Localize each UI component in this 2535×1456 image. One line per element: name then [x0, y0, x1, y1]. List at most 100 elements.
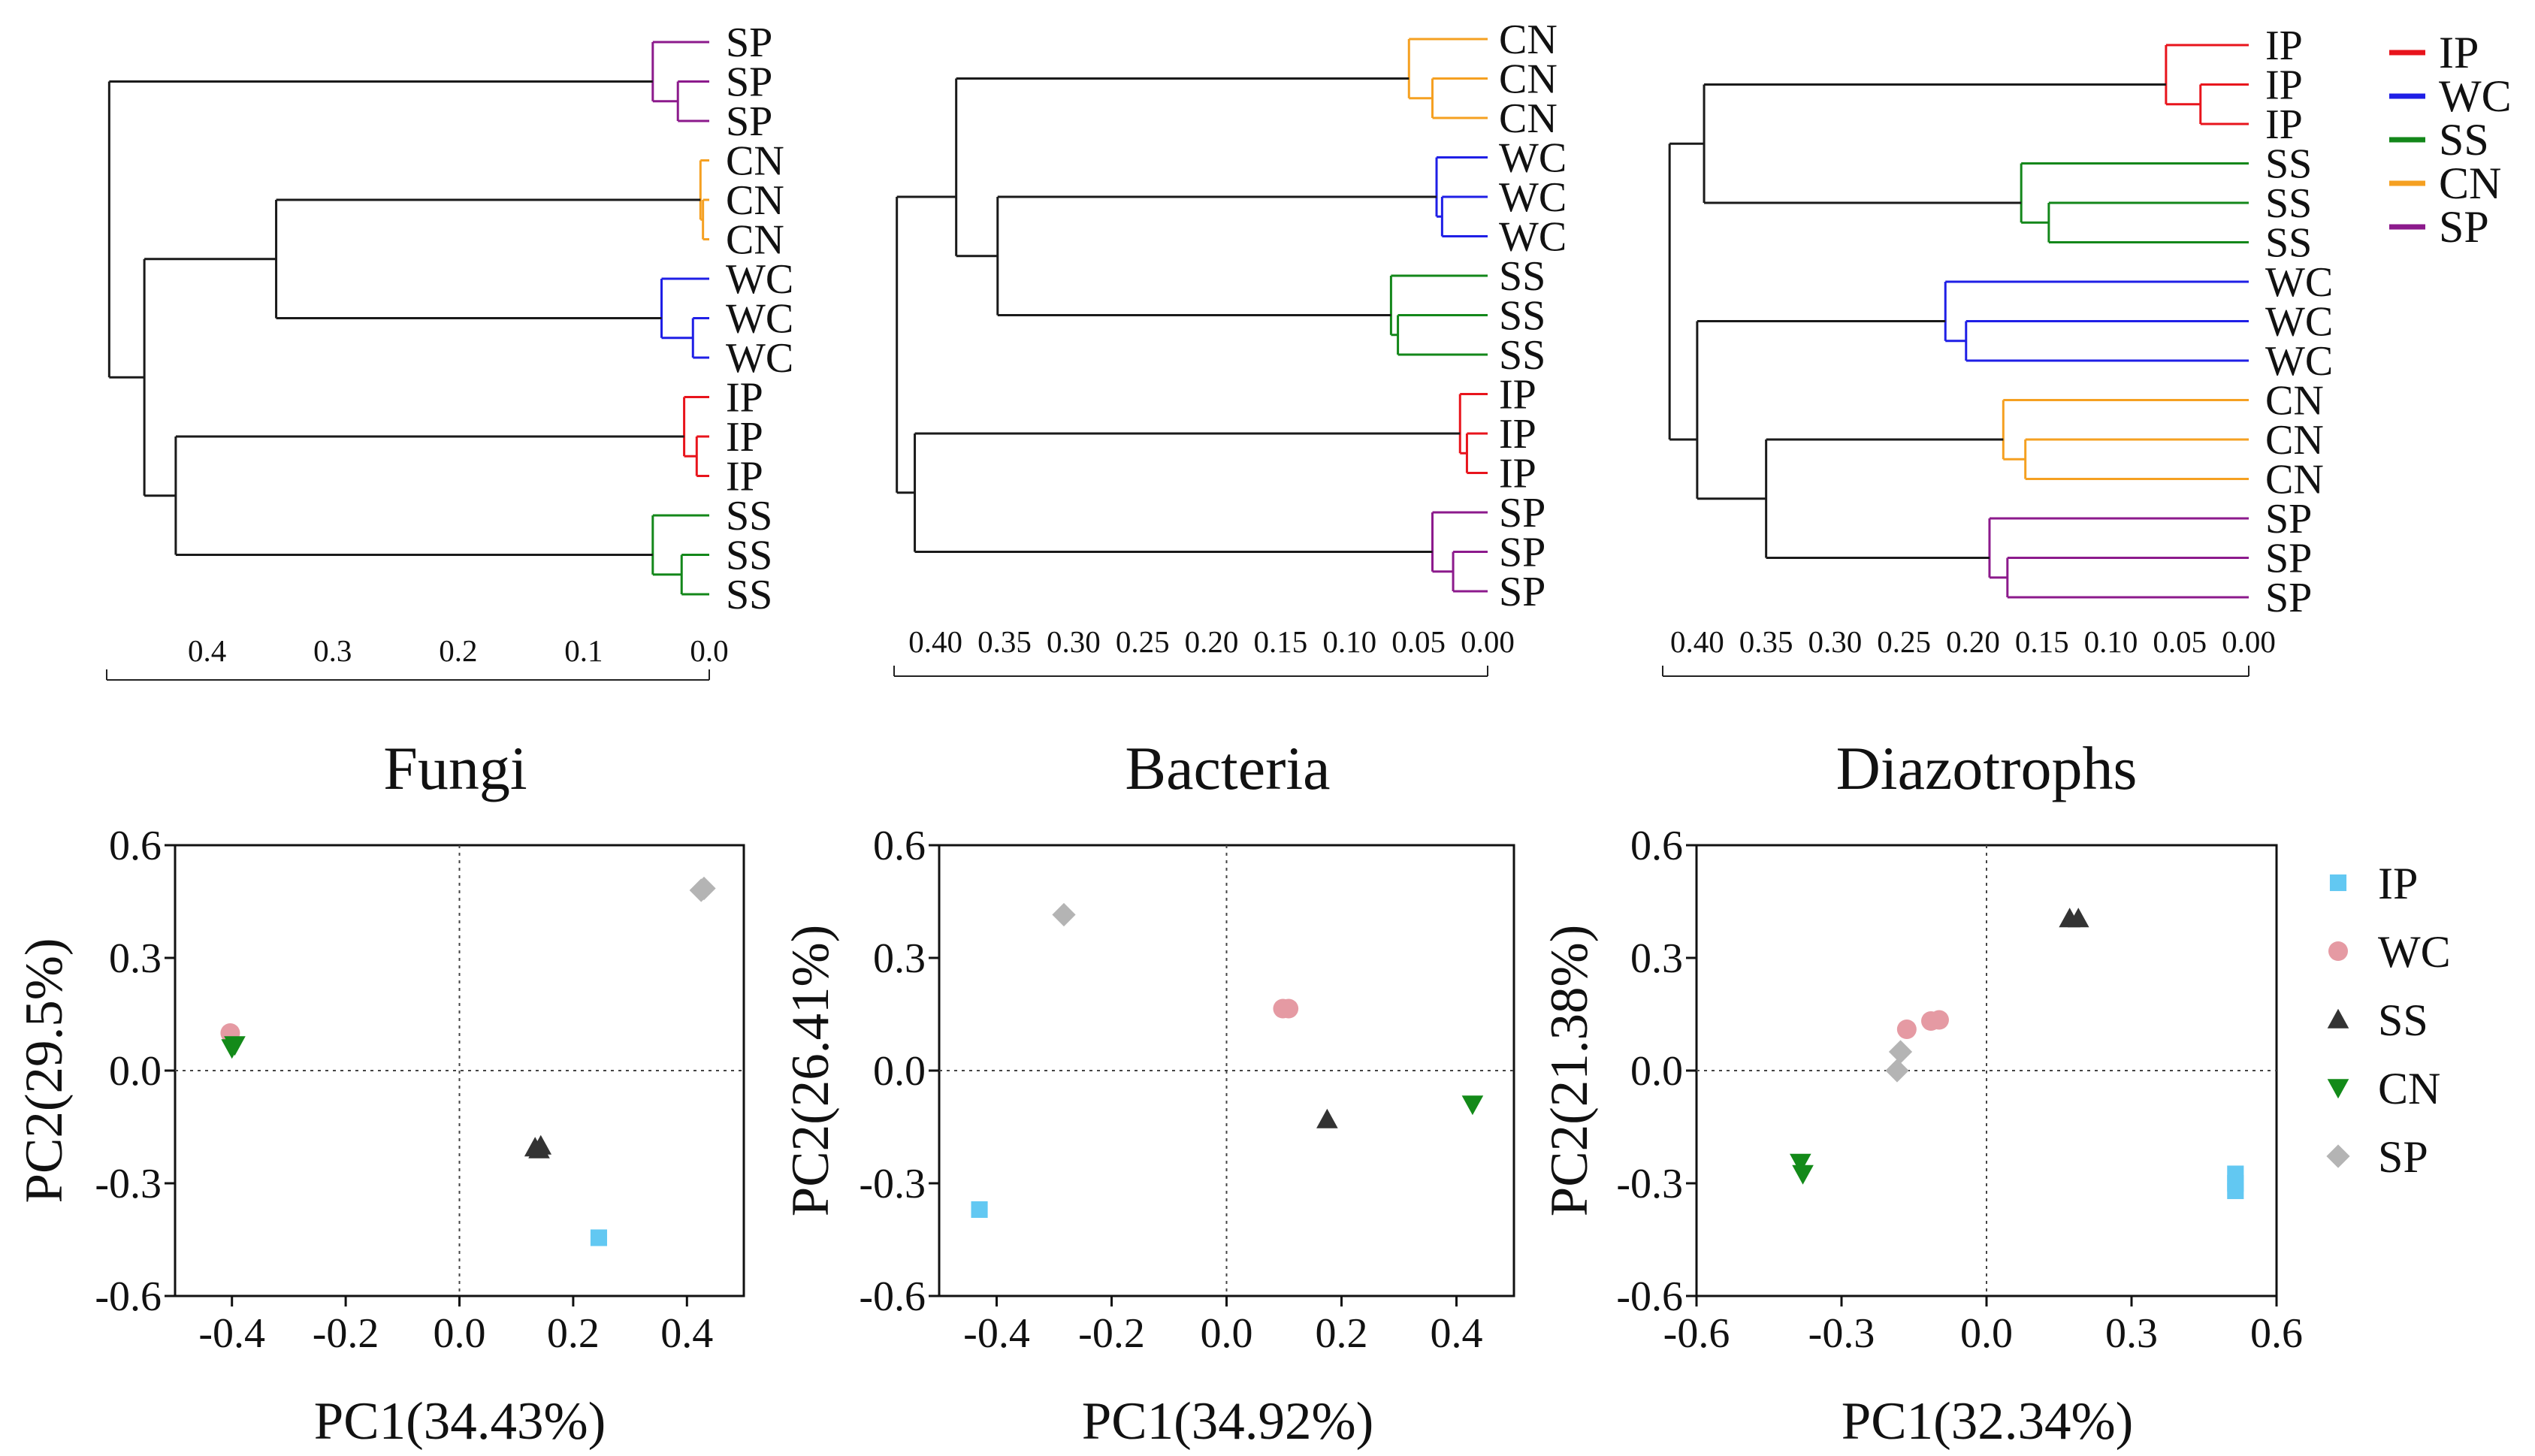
dendrogram-leaf-label: SS	[1499, 293, 1545, 340]
pcoa-scatter-fungi: -0.4 -0.2 0.0 0.2 0.4 -0.6 -0.3 0.0 0.3 0.6	[95, 823, 745, 1357]
legend-marker-wc	[2328, 941, 2348, 961]
x-tick-label: -0.4	[198, 1310, 265, 1357]
fungi-panel-title: Fungi	[383, 734, 527, 802]
dendrogram-tick-label: 0.15	[2015, 624, 2069, 659]
legend-label-cn: CN	[2439, 159, 2501, 208]
dendrogram-leaf-label: WC	[726, 256, 793, 303]
dendrogram-tick-label: 0.25	[1116, 624, 1170, 659]
point-ip	[971, 1201, 988, 1219]
dendrogram-leaf-label: IP	[2265, 62, 2303, 109]
dendrogram-tick-label: 0.30	[1808, 624, 1863, 659]
dendrogram-leaf-label: SS	[726, 533, 772, 579]
x-tick-label: -0.2	[1078, 1310, 1145, 1357]
dendrogram-tick-label: 0.30	[1047, 624, 1101, 659]
dendrogram-leaf-label: SS	[1499, 253, 1545, 300]
dendrogram-tick-label: 0.35	[977, 624, 1032, 659]
y-tick-label: 0.0	[873, 1048, 926, 1095]
dendrogram-leaf-label: IP	[1499, 451, 1536, 497]
dendrogram-leaf-label: CN	[1499, 56, 1558, 103]
dendrogram-leaf-label: SP	[2265, 536, 2312, 582]
dendrogram-leaf-label: SP	[726, 98, 772, 145]
dendrogram-leaf-label: SP	[2265, 496, 2312, 542]
dendrogram-tick-label: 0.10	[1322, 624, 1376, 659]
dendrogram-tick-label: 0.15	[1254, 624, 1308, 659]
point-wc	[1279, 998, 1299, 1019]
legend-label-ip: IP	[2439, 28, 2479, 77]
legend-label-cn: CN	[2378, 1064, 2440, 1113]
dendrogram-leaf-label: WC	[1499, 214, 1567, 261]
x-tick-label: 0.2	[547, 1310, 600, 1357]
dendrogram-leaf-label: CN	[726, 138, 784, 185]
pcoa-scatter-bacteria: -0.4 -0.2 0.0 0.2 0.4 -0.6 -0.3 0.0 0.3 0.6	[859, 823, 1515, 1357]
dendrogram-leaf-label: CN	[726, 177, 784, 224]
dendrogram-leaf-label: WC	[726, 296, 793, 343]
y-tick-label: 0.6	[109, 823, 162, 869]
point-ss	[1316, 1108, 1338, 1128]
dendrogram-leaf-label: SP	[726, 59, 772, 106]
dendrogram-leaf-label: SS	[2265, 220, 2312, 267]
x-tick-label: 0.3	[2105, 1310, 2158, 1357]
dendrogram-tick-label: 0.05	[2153, 624, 2207, 659]
dendrogram-leaf-label: WC	[2265, 299, 2333, 346]
y-tick-label: -0.6	[859, 1273, 926, 1320]
dendrogram-leaf-label: WC	[1499, 174, 1567, 221]
y-tick-label: 0.6	[873, 823, 926, 869]
dendrogram-leaf-label: IP	[2265, 23, 2303, 69]
diazotrophs-panel-title: Diazotrophs	[1836, 734, 2138, 802]
legend-label-ip: IP	[2378, 859, 2418, 908]
dendrogram-tick-label: 0.20	[1185, 624, 1239, 659]
dendrogram-tick-label: 0.2	[439, 633, 477, 668]
legend-label-wc: WC	[2439, 71, 2512, 121]
dendrogram-tick-label: 0.25	[1877, 624, 1931, 659]
legend-marker-ip	[2329, 874, 2347, 892]
x-tick-label: -0.2	[313, 1310, 379, 1357]
legend-marker-cn	[2327, 1079, 2349, 1099]
x-tick-label: -0.3	[1808, 1310, 1875, 1357]
point-sp	[1052, 902, 1076, 927]
y-tick-label: 0.0	[109, 1048, 162, 1095]
dendrogram-leaf-label: SP	[1499, 569, 1545, 615]
point-ip	[2227, 1182, 2244, 1200]
dendrogram-leaf-label: CN	[1499, 95, 1558, 142]
dendrogram-tick-label: 0.40	[1670, 624, 1724, 659]
x-tick-label: -0.6	[1663, 1310, 1730, 1357]
legend-label-sp: SP	[2378, 1132, 2428, 1182]
x-tick-label: 0.6	[2250, 1310, 2303, 1357]
y-tick-label: 0.3	[109, 935, 162, 982]
dendrogram-leaf-label: CN	[1499, 17, 1558, 63]
point-wc	[1896, 1020, 1917, 1039]
y-tick-label: -0.3	[859, 1161, 926, 1207]
x-tick-label: 0.0	[434, 1310, 486, 1357]
y-tick-label: -0.6	[1616, 1273, 1683, 1320]
y-tick-label: 0.0	[1630, 1048, 1683, 1095]
dendrogram-tick-label: 0.4	[188, 633, 226, 668]
dendrogram-leaf-label: WC	[726, 335, 793, 382]
dendrogram-tick-label: 0.00	[1461, 624, 1515, 659]
bacteria-y-axis-label: PC2(26.41%)	[781, 925, 840, 1217]
y-tick-label: 0.3	[1630, 935, 1683, 982]
diazotrophs-y-axis-label: PC2(21.38%)	[1540, 925, 1599, 1217]
x-tick-label: 0.0	[1201, 1310, 1253, 1357]
point-cn	[1790, 1153, 1811, 1174]
dendrogram-tick-label: 0.00	[2222, 624, 2276, 659]
point-sp	[1885, 1059, 1909, 1083]
dendrogram-leaf-label: IP	[726, 375, 763, 421]
point-ss	[528, 1138, 550, 1158]
point-sp	[1888, 1040, 1913, 1064]
x-tick-label: 0.2	[1316, 1310, 1368, 1357]
dendrogram-leaf-label: IP	[1499, 372, 1536, 418]
dendrogram-leaf-label: CN	[2265, 417, 2324, 464]
dendrogram-leaf-label: CN	[2265, 457, 2324, 503]
dendrogram-tick-label: 0.40	[908, 624, 962, 659]
y-tick-label: 0.3	[873, 935, 926, 982]
dendrogram-leaf-label: SP	[1499, 490, 1545, 536]
dendrogram-leaf-label: SP	[1499, 530, 1545, 576]
fungi-y-axis-label: PC2(29.5%)	[15, 938, 74, 1203]
dendrogram-tick-label: 0.3	[313, 633, 352, 668]
point-sp	[692, 876, 716, 901]
point-cn	[224, 1036, 246, 1056]
dendrogram-leaf-label: IP	[726, 414, 763, 461]
